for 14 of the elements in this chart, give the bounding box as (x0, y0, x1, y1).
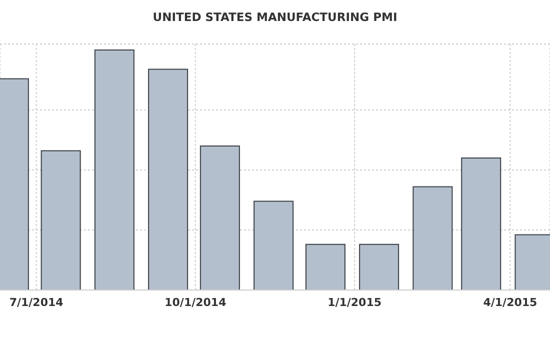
bar (359, 244, 400, 290)
bar (94, 50, 134, 290)
bar (254, 200, 294, 290)
bar (305, 244, 346, 290)
bar (148, 68, 188, 290)
bar (461, 158, 502, 290)
chart-title: UNITED STATES MANUFACTURING PMI (152, 10, 398, 24)
bar (412, 186, 453, 290)
x-tick-label: 1/1/2015 (328, 296, 382, 309)
bar (200, 146, 240, 290)
x-tick-label: 4/1/2015 (483, 296, 538, 309)
bar (40, 150, 81, 290)
x-tick-label: 7/1/2014 (9, 296, 64, 309)
x-tick-label: 10/1/2014 (164, 296, 227, 309)
